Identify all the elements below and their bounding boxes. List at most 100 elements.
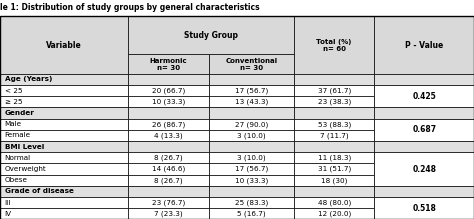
Text: Normal: Normal — [5, 155, 31, 161]
Bar — [0, 16, 128, 74]
Bar — [128, 54, 209, 74]
Bar — [374, 152, 474, 186]
Text: 13 (43.3): 13 (43.3) — [235, 99, 268, 105]
Text: Gender: Gender — [5, 110, 35, 116]
Bar — [374, 74, 474, 85]
Bar — [294, 208, 374, 219]
Bar — [128, 141, 209, 152]
Text: 8 (26.7): 8 (26.7) — [154, 155, 182, 161]
Bar — [0, 130, 128, 141]
Bar — [294, 175, 374, 186]
Bar — [294, 74, 374, 85]
Bar — [294, 108, 374, 119]
Text: ≥ 25: ≥ 25 — [5, 99, 22, 105]
Bar — [294, 186, 374, 197]
Bar — [128, 119, 209, 130]
Bar — [209, 197, 294, 208]
Text: 7 (23.3): 7 (23.3) — [154, 211, 182, 217]
Text: Grade of disease: Grade of disease — [5, 189, 73, 194]
Bar — [128, 164, 209, 175]
Bar — [209, 208, 294, 219]
Text: Study Group: Study Group — [184, 31, 238, 40]
Text: Obese: Obese — [5, 177, 28, 183]
Text: Age (Years): Age (Years) — [5, 76, 52, 83]
Bar — [0, 108, 128, 119]
Text: 10 (33.3): 10 (33.3) — [235, 177, 268, 184]
Text: BMI Level: BMI Level — [5, 144, 44, 150]
Text: 18 (30): 18 (30) — [321, 177, 347, 184]
Bar — [128, 108, 209, 119]
Text: 3 (10.0): 3 (10.0) — [237, 132, 265, 139]
Bar — [128, 96, 209, 108]
Bar — [374, 141, 474, 152]
Bar — [0, 197, 128, 208]
Bar — [0, 186, 128, 197]
Bar — [0, 96, 128, 108]
Bar — [209, 119, 294, 130]
Bar — [0, 119, 128, 130]
Bar — [374, 186, 474, 197]
Text: III: III — [5, 200, 11, 206]
Text: 26 (86.7): 26 (86.7) — [152, 121, 185, 127]
Text: 11 (18.3): 11 (18.3) — [318, 155, 351, 161]
Text: IV: IV — [5, 211, 12, 217]
Text: 27 (90.0): 27 (90.0) — [235, 121, 268, 127]
Bar — [209, 164, 294, 175]
Bar — [0, 74, 128, 85]
Text: 37 (61.7): 37 (61.7) — [318, 87, 351, 94]
Text: 23 (38.3): 23 (38.3) — [318, 99, 351, 105]
Text: 0.425: 0.425 — [412, 92, 436, 101]
Bar — [294, 85, 374, 96]
Bar — [209, 130, 294, 141]
Text: 14 (46.6): 14 (46.6) — [152, 166, 185, 172]
Bar — [0, 208, 128, 219]
Text: 0.687: 0.687 — [412, 125, 436, 134]
Bar — [374, 175, 474, 186]
Text: 23 (76.7): 23 (76.7) — [152, 200, 185, 206]
Bar — [209, 108, 294, 119]
Bar — [294, 164, 374, 175]
Bar — [374, 119, 474, 141]
Bar — [374, 164, 474, 175]
Bar — [209, 96, 294, 108]
Bar — [209, 175, 294, 186]
Bar — [374, 85, 474, 96]
Bar — [209, 141, 294, 152]
Text: 7 (11.7): 7 (11.7) — [320, 132, 348, 139]
Bar — [128, 208, 209, 219]
Bar — [294, 119, 374, 130]
Bar — [0, 175, 128, 186]
Text: 10 (33.3): 10 (33.3) — [152, 99, 185, 105]
Text: 4 (13.3): 4 (13.3) — [154, 132, 182, 139]
Bar — [294, 197, 374, 208]
Bar — [374, 152, 474, 164]
Text: 0.248: 0.248 — [412, 165, 436, 174]
Text: 8 (26.7): 8 (26.7) — [154, 177, 182, 184]
Bar — [294, 141, 374, 152]
Text: 5 (16.7): 5 (16.7) — [237, 211, 265, 217]
Text: 20 (66.7): 20 (66.7) — [152, 87, 185, 94]
Bar — [128, 16, 294, 54]
Bar — [128, 152, 209, 164]
Bar — [209, 74, 294, 85]
Text: 0.518: 0.518 — [412, 204, 436, 213]
Text: 53 (88.3): 53 (88.3) — [318, 121, 351, 127]
Bar — [0, 164, 128, 175]
Text: < 25: < 25 — [5, 88, 22, 94]
Text: 12 (20.0): 12 (20.0) — [318, 211, 351, 217]
Bar — [128, 197, 209, 208]
Bar — [374, 85, 474, 108]
Bar — [209, 54, 294, 74]
Bar — [374, 16, 474, 74]
Bar — [128, 85, 209, 96]
Bar — [374, 197, 474, 208]
Text: Female: Female — [5, 132, 31, 138]
Bar — [209, 85, 294, 96]
Text: Conventional
n= 30: Conventional n= 30 — [225, 58, 277, 71]
Bar — [374, 108, 474, 119]
Bar — [374, 96, 474, 108]
Bar — [128, 130, 209, 141]
Bar — [374, 130, 474, 141]
Bar — [374, 208, 474, 219]
Bar — [374, 197, 474, 219]
